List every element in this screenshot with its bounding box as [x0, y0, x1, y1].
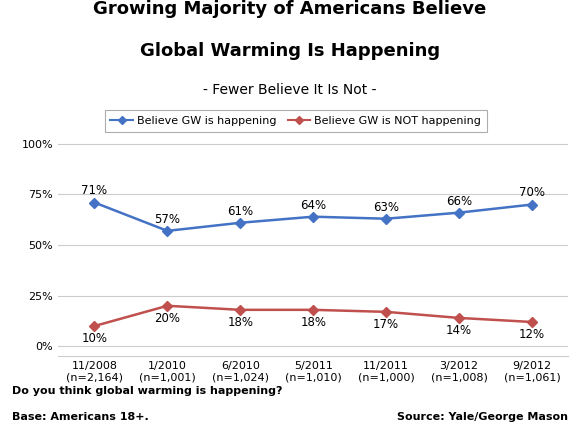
Text: Growing Majority of Americans Believe: Growing Majority of Americans Believe — [93, 0, 487, 18]
Text: 63%: 63% — [373, 201, 399, 214]
Text: 18%: 18% — [227, 316, 253, 329]
Text: 57%: 57% — [154, 213, 180, 226]
Text: Do you think global warming is happening?: Do you think global warming is happening… — [12, 386, 282, 396]
Text: - Fewer Believe It Is Not -: - Fewer Believe It Is Not - — [203, 83, 377, 97]
Text: 64%: 64% — [300, 198, 327, 212]
Text: 70%: 70% — [519, 187, 545, 199]
Text: 18%: 18% — [300, 316, 326, 329]
Text: Global Warming Is Happening: Global Warming Is Happening — [140, 41, 440, 59]
Text: 12%: 12% — [519, 328, 545, 341]
Text: Base: Americans 18+.: Base: Americans 18+. — [12, 412, 148, 422]
Text: 71%: 71% — [81, 184, 107, 198]
Text: 66%: 66% — [446, 194, 472, 208]
Text: 14%: 14% — [446, 324, 472, 337]
Text: 20%: 20% — [154, 312, 180, 325]
Text: 10%: 10% — [81, 332, 107, 345]
Legend: Believe GW is happening, Believe GW is NOT happening: Believe GW is happening, Believe GW is N… — [105, 110, 487, 132]
Text: Source: Yale/George Mason: Source: Yale/George Mason — [397, 412, 568, 422]
Text: 61%: 61% — [227, 205, 253, 218]
Text: 17%: 17% — [373, 318, 399, 331]
